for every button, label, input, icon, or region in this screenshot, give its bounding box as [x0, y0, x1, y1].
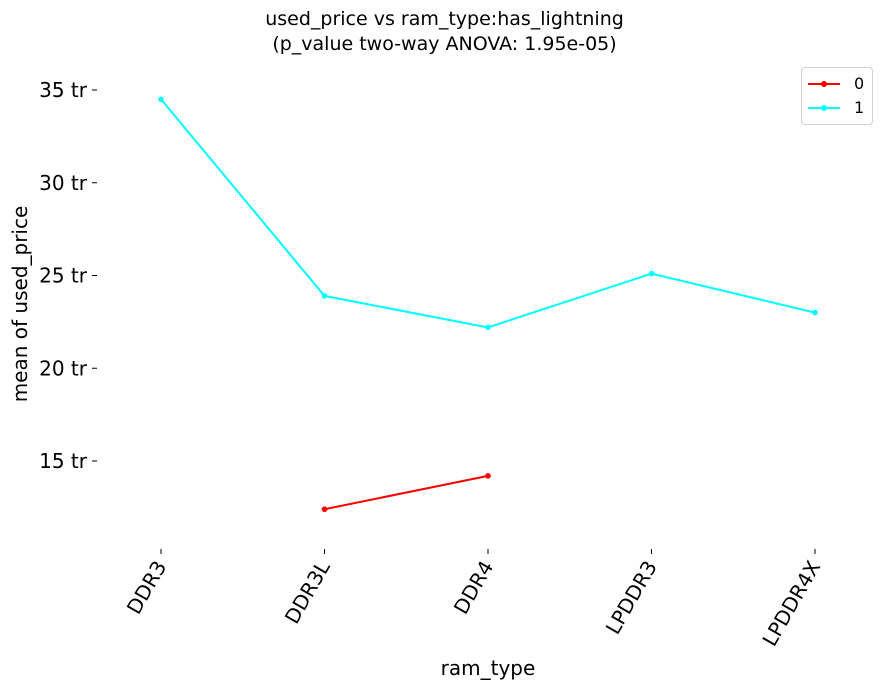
x-tick-label: LPDDR4X	[757, 556, 825, 650]
x-axis: DDR3 DDR3L DDR4 LPDDR3 LPDDR4X	[122, 549, 825, 650]
x-tick-label: DDR3	[122, 557, 171, 619]
legend-label-0: 0	[854, 74, 865, 93]
chart-title-line-2: (p_value two-way ANOVA: 1.95e-05)	[272, 33, 617, 55]
data-point-1	[158, 96, 164, 103]
y-tick-label: 30 tr	[39, 171, 88, 195]
x-axis-label: ram_type	[441, 656, 536, 680]
x-tick-label: LPDDR3	[601, 557, 662, 639]
y-axis: 15 tr 20 tr 25 tr 30 tr 35 tr	[39, 78, 97, 473]
data-point-0	[485, 473, 491, 479]
legend-item-1: 1	[802, 97, 874, 119]
chart-title-line-1: used_price vs ram_type:has_lightning	[265, 8, 624, 30]
y-tick-label: 35 tr	[39, 78, 88, 102]
legend-item-0: 0	[802, 73, 874, 95]
data-point-1	[648, 270, 655, 277]
data-point-1	[485, 324, 491, 331]
data-point-0	[321, 506, 328, 513]
legend-marker-0	[821, 81, 827, 87]
series-line-0	[324, 474, 489, 511]
y-axis-label: mean of used_price	[8, 206, 32, 403]
y-tick-label: 20 tr	[39, 356, 88, 380]
legend-marker-1	[821, 105, 827, 111]
legend: 0 1	[801, 67, 873, 125]
series-line-1	[160, 98, 816, 329]
x-tick-label: DDR4	[449, 557, 498, 619]
legend-label-1: 1	[854, 98, 865, 117]
data-point-1	[321, 293, 328, 299]
y-tick-label: 15 tr	[39, 449, 88, 473]
x-tick-label: DDR3L	[280, 556, 335, 628]
data-point-1	[812, 309, 818, 316]
plot-area	[158, 96, 818, 513]
y-tick-label: 25 tr	[39, 264, 88, 288]
